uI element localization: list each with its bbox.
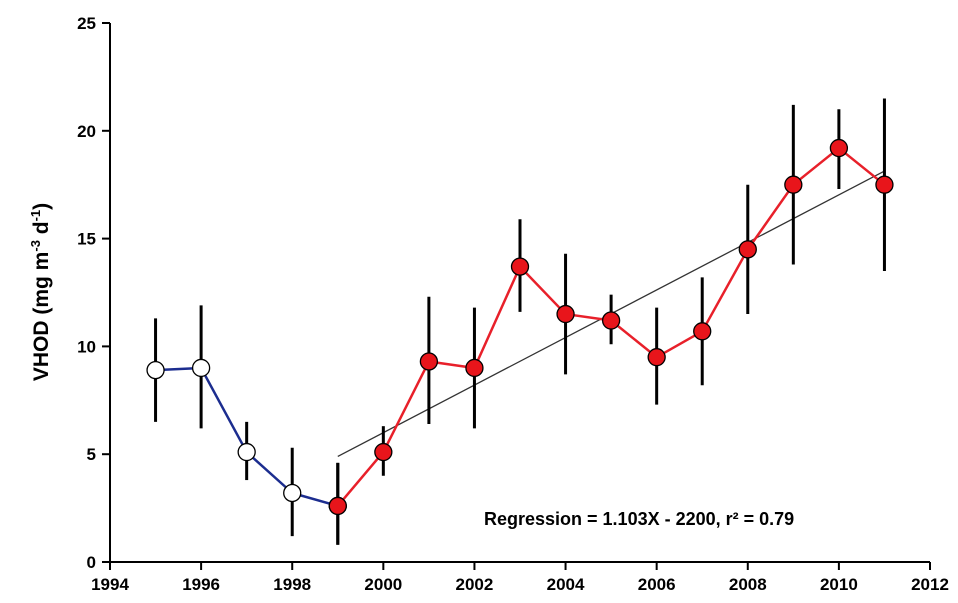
regression-annotation: Regression = 1.103X - 2200, r² = 0.79 — [484, 509, 794, 529]
data-point-s1-2005 — [601, 311, 621, 330]
x-tick-label-2004: 2004 — [547, 575, 585, 594]
tick-labels: 1994 1996 1998 2000 2002 2004 2006 2008 2010 2012… — [77, 14, 949, 594]
data-point-s0-1995 — [146, 360, 165, 380]
x-tick-label-2012: 2012 — [911, 575, 949, 594]
y-tick-label-25: 25 — [77, 14, 96, 33]
data-point-s0-1998 — [283, 483, 302, 503]
x-tick-label-1994: 1994 — [91, 575, 129, 594]
x-tick-label-2000: 2000 — [364, 575, 402, 594]
x-tick-label-1996: 1996 — [182, 575, 220, 594]
y-axis-title-end: ) — [30, 203, 53, 210]
data-point-s0-1996 — [191, 358, 211, 378]
y-axis-title-sup2: -1 — [28, 210, 43, 222]
y-tick-label-15: 15 — [77, 230, 96, 249]
data-point-s1-2010 — [829, 138, 849, 158]
data-point-s1-2001 — [419, 352, 439, 371]
x-tick-label-2010: 2010 — [820, 575, 858, 594]
error-bars — [154, 98, 886, 545]
axes — [102, 22, 931, 570]
y-axis-title-main: VHOD (mg m — [30, 252, 53, 382]
data-point-s1-2009 — [784, 175, 803, 194]
data-point-s1-2008 — [738, 240, 757, 259]
data-point-s1-2011 — [875, 175, 894, 194]
y-tick-label-10: 10 — [77, 337, 96, 356]
y-axis-title-mid: d — [30, 221, 53, 240]
data-point-s1-2007 — [693, 322, 712, 341]
data-point-s1-1999 — [328, 496, 347, 516]
y-axis-title-sup1: -3 — [28, 240, 43, 252]
x-tick-label-1998: 1998 — [273, 575, 311, 594]
x-tick-label-2008: 2008 — [729, 575, 767, 594]
data-point-s1-2006 — [647, 348, 666, 367]
y-tick-label-5: 5 — [87, 445, 96, 464]
x-tick-label-2006: 2006 — [638, 575, 676, 594]
data-point-s1-2004 — [556, 304, 575, 324]
data-point-s1-2003 — [510, 257, 530, 276]
x-tick-label-2002: 2002 — [456, 575, 494, 594]
y-tick-label-0: 0 — [87, 553, 96, 572]
data-markers — [146, 138, 894, 516]
data-point-s1-2000 — [374, 442, 393, 462]
y-axis-title: VHOD (mg m-3 d-1) — [28, 203, 53, 381]
data-point-s1-2002 — [465, 358, 484, 378]
data-point-s0-1997 — [237, 442, 256, 462]
series-lines — [155, 146, 886, 508]
y-tick-label-20: 20 — [77, 122, 96, 141]
